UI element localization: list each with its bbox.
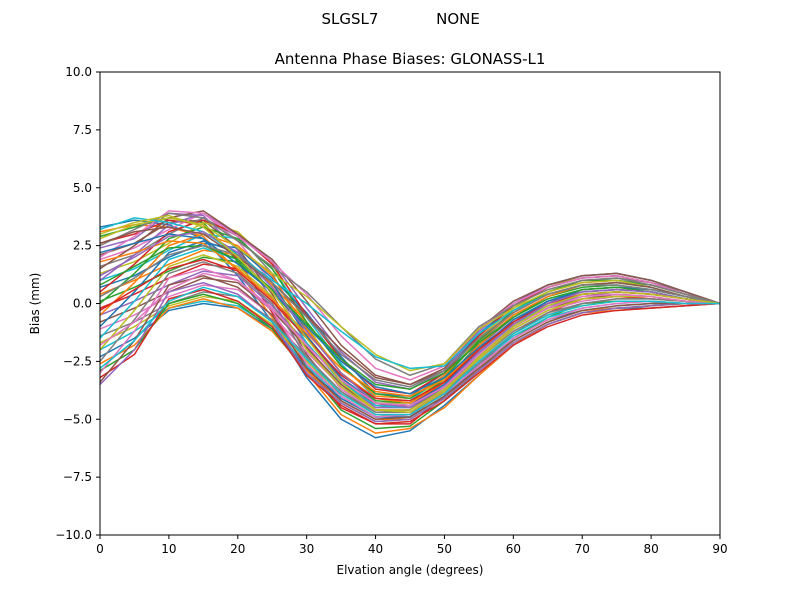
x-tick-label: 10 [161, 542, 176, 556]
x-tick-label: 60 [506, 542, 521, 556]
series-line-45 [99, 230, 721, 409]
x-tick-label: 70 [575, 542, 590, 556]
series-line-49 [99, 214, 721, 414]
y-tick-label: −10.0 [55, 528, 92, 542]
series-line-47 [99, 272, 721, 407]
series-line-50 [99, 286, 720, 416]
x-tick-label: 0 [96, 542, 104, 556]
series-line-39 [99, 217, 721, 372]
x-tick-label: 40 [368, 542, 383, 556]
y-tick-label: 7.5 [73, 123, 92, 137]
series-line-24 [99, 288, 721, 425]
series-line-29 [99, 254, 721, 411]
x-axis-label: Elvation angle (degrees) [337, 563, 484, 577]
y-tick-label: 10.0 [65, 65, 92, 79]
y-tick-label: 2.5 [73, 239, 92, 253]
y-axis-label: Bias (mm) [28, 273, 42, 335]
y-tick-label: −7.5 [63, 470, 92, 484]
y-tick-label: 5.0 [73, 181, 92, 195]
series-line-37 [99, 210, 721, 381]
series-group [99, 210, 721, 439]
x-tick-label: 50 [437, 542, 452, 556]
series-line-25 [99, 281, 720, 423]
suptitle-left: SLGSL7 [322, 10, 379, 28]
series-line-46 [99, 226, 721, 386]
x-tick-label: 80 [643, 542, 658, 556]
y-tick-label: 0.0 [73, 297, 92, 311]
y-tick-label: −5.0 [63, 412, 92, 426]
x-tick-label: 30 [299, 542, 314, 556]
series-line-26 [99, 274, 720, 420]
suptitle-right: NONE [436, 10, 480, 28]
x-tick-label: 20 [230, 542, 245, 556]
x-tick-label: 90 [712, 542, 727, 556]
series-line-38 [99, 212, 721, 377]
series-line-48 [99, 244, 721, 388]
chart-title: Antenna Phase Biases: GLONASS-L1 [275, 50, 546, 68]
x-axis-ticks: 0 10 20 30 40 50 60 70 80 90 [96, 535, 728, 556]
y-tick-label: −2.5 [63, 354, 92, 368]
y-axis-ticks: −10.0 −7.5 −5.0 −2.5 0.0 2.5 5.0 7.5 10.0 [55, 65, 100, 542]
